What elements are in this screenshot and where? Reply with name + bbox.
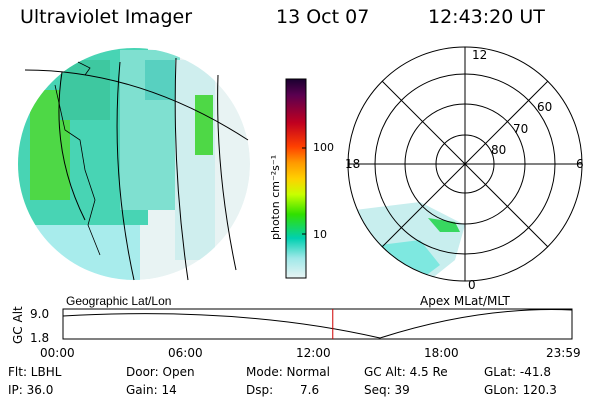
timeline-ymax: 9.0	[30, 307, 49, 321]
polar-grid	[347, 46, 583, 282]
timeline-ylabel: GC Alt	[11, 306, 25, 344]
colorbar-tick-100: 100	[313, 141, 334, 154]
colorbar-tick-10: 10	[313, 228, 327, 241]
mlt-label-0: 0	[468, 278, 476, 292]
glon-info: GLon: 120.3	[484, 383, 557, 397]
time-tick-1800: 18:00	[424, 346, 459, 360]
filter-info: Flt: LBHL	[8, 365, 62, 379]
mlat-label-60: 60	[537, 100, 552, 114]
geographic-image	[18, 48, 250, 280]
mlt-label-12: 12	[472, 48, 487, 62]
geographic-grid	[24, 57, 249, 281]
geo-caption: Geographic Lat/Lon	[66, 294, 171, 308]
ip-info: IP: 36.0	[8, 383, 54, 397]
timeline-ymin: 1.8	[30, 331, 49, 345]
colorbar-label: photon cm⁻²s⁻¹	[269, 155, 282, 240]
mlat-label-70: 70	[513, 122, 528, 136]
time-tick-1200: 12:00	[296, 346, 331, 360]
time-tick-0600: 06:00	[168, 346, 203, 360]
image-time: 12:43:20 UT	[428, 6, 545, 28]
polar-caption: Apex MLat/MLT	[420, 294, 510, 308]
instrument-title: Ultraviolet Imager	[20, 6, 193, 28]
altitude-curve	[62, 309, 573, 339]
mlt-label-18: 18	[345, 157, 360, 171]
mode-info: Mode: Normal	[246, 365, 330, 379]
dsp-label: Dsp:	[246, 383, 274, 397]
door-info: Door: Open	[126, 365, 195, 379]
time-tick-2359: 23:59	[546, 346, 581, 360]
seq-info: Seq: 39	[364, 383, 410, 397]
dsp-value: 7.6	[300, 383, 320, 397]
image-date: 13 Oct 07	[276, 6, 370, 28]
gc-alt-info: GC Alt: 4.5 Re	[364, 365, 448, 379]
mlt-label-6: 6	[576, 157, 584, 171]
time-tick-0000: 00:00	[40, 346, 75, 360]
colorbar	[285, 78, 307, 279]
gain-info: Gain: 14	[126, 383, 177, 397]
glat-info: GLat: -41.8	[484, 365, 551, 379]
mlat-label-80: 80	[491, 143, 506, 157]
